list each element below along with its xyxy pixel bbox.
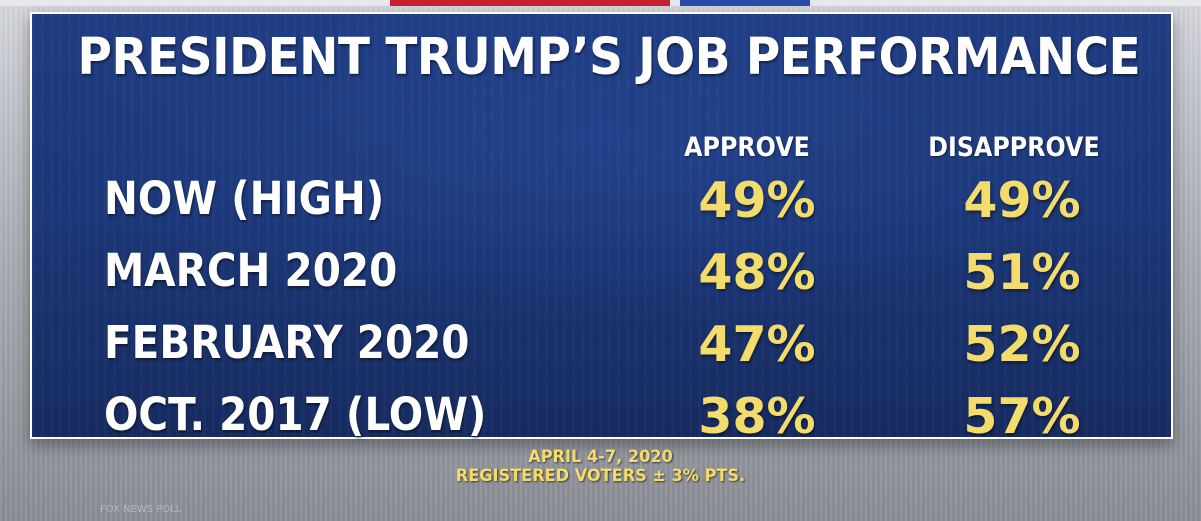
table-row: NOW (HIGH) 49% 49% — [32, 172, 1171, 242]
approve-value: 48% — [698, 244, 816, 301]
source-watermark: FOX NEWS POLL — [100, 504, 182, 515]
poll-dates: APRIL 4-7, 2020 — [528, 447, 673, 467]
approve-value: 47% — [698, 316, 816, 373]
disapprove-value: 49% — [963, 172, 1081, 229]
table-row: OCT. 2017 (LOW) 38% 57% — [32, 388, 1171, 458]
table-row: FEBRUARY 2020 47% 52% — [32, 316, 1171, 386]
column-header-disapprove: DISAPPROVE — [928, 132, 1100, 163]
poll-footer: APRIL 4-7, 2020 REGISTERED VOTERS ± 3% P… — [0, 448, 1201, 486]
disapprove-value: 52% — [963, 316, 1081, 373]
poll-panel: PRESIDENT TRUMP’S JOB PERFORMANCE APPROV… — [30, 12, 1173, 445]
poll-sample-note: REGISTERED VOTERS ± 3% PTS. — [455, 466, 746, 486]
disapprove-value: 51% — [963, 244, 1081, 301]
row-label: FEBRUARY 2020 — [104, 316, 470, 369]
row-label: OCT. 2017 (LOW) — [104, 388, 487, 441]
row-label: MARCH 2020 — [104, 244, 398, 297]
row-label: NOW (HIGH) — [104, 172, 385, 225]
chart-title: PRESIDENT TRUMP’S JOB PERFORMANCE — [77, 28, 1141, 87]
disapprove-value: 57% — [963, 388, 1081, 445]
column-header-approve: APPROVE — [684, 132, 810, 163]
approve-value: 38% — [698, 388, 816, 445]
approve-value: 49% — [698, 172, 816, 229]
table-row: MARCH 2020 48% 51% — [32, 244, 1171, 314]
top-color-stripes — [0, 0, 1201, 6]
